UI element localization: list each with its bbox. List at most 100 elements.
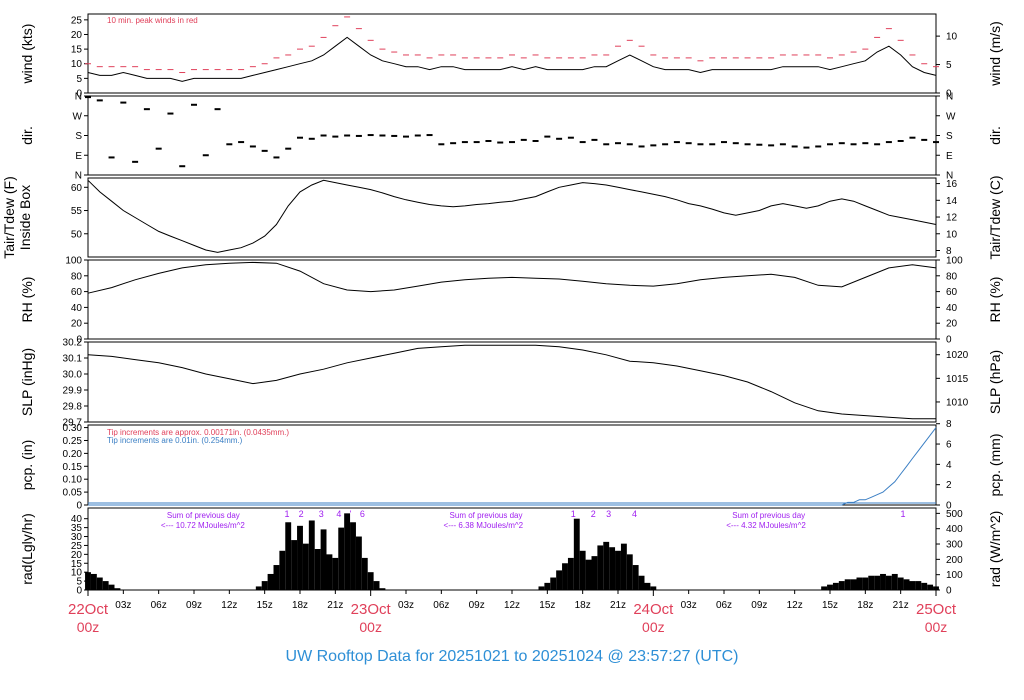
right-tick-label: 0	[946, 501, 952, 512]
x-time-label: 00z	[642, 619, 665, 635]
left-tick-label: N	[75, 171, 82, 182]
rad-bar	[367, 572, 374, 590]
annotation-text: 10 min. peak winds in red	[107, 16, 198, 25]
rad-sum-label: Sum of previous day	[167, 511, 240, 520]
rad-bar	[644, 582, 651, 590]
rad-bar	[355, 536, 362, 590]
right-tick-label: 10	[946, 229, 958, 240]
series-line-Tair	[87, 179, 937, 253]
x-tick-label: 12z	[221, 600, 237, 611]
x-tick-label: 06z	[151, 600, 167, 611]
left-tick-label: 10	[71, 59, 83, 70]
left-tick-label: 10	[71, 568, 83, 579]
rad-bar	[550, 577, 557, 590]
left-tick-label: 100	[65, 256, 82, 267]
left-tick-label: 5	[76, 577, 82, 588]
rad-bar	[379, 588, 386, 590]
right-tick-label: 0	[946, 335, 952, 346]
x-tick-label: 12z	[787, 600, 803, 611]
rad-bar	[909, 581, 916, 590]
x-date-label: 25Oct	[916, 601, 957, 618]
right-tick-label: 400	[946, 524, 963, 535]
right-tick-label: 2	[946, 480, 952, 491]
rad-bar	[609, 547, 616, 590]
rad-marker: 1	[901, 509, 906, 519]
left-tick-label: 0.20	[63, 449, 83, 460]
x-tick-label: 09z	[469, 600, 485, 611]
rad-marker: 3	[319, 509, 324, 519]
right-tick-label: 14	[946, 196, 958, 207]
right-tick-label: 12	[946, 213, 958, 224]
x-time-label: 00z	[925, 619, 948, 635]
rad-bar	[921, 582, 928, 590]
rad-bar	[350, 522, 356, 590]
left-axis-label: Inside Box	[17, 185, 33, 250]
left-tick-label: 20	[71, 550, 83, 561]
right-tick-label: 8	[946, 246, 952, 257]
rad-marker: '	[350, 509, 352, 519]
right-tick-label: 1010	[946, 397, 969, 408]
panel-frame	[87, 13, 937, 94]
left-tick-label: 0.05	[63, 488, 83, 499]
panel-frame	[87, 177, 937, 258]
series-line-RH	[87, 261, 937, 294]
left-tick-label: 30.2	[63, 338, 83, 349]
x-tick-label: 06z	[716, 600, 732, 611]
right-tick-label: 40	[946, 303, 958, 314]
x-tick-label: 03z	[681, 600, 697, 611]
left-tick-label: 0.30	[63, 423, 83, 434]
rad-sum-value: <--- 10.72 MJoules/m^2	[161, 521, 246, 530]
rad-bar	[603, 541, 610, 590]
right-tick-label: 20	[946, 319, 958, 330]
left-tick-label: 35	[71, 523, 83, 534]
rad-bar	[620, 543, 627, 590]
rad-bar	[314, 549, 321, 590]
right-tick-label: 0	[946, 586, 952, 597]
rad-bar	[562, 563, 568, 590]
rad-bar	[108, 584, 115, 590]
right-tick-label: 5	[946, 60, 952, 71]
left-tick-label: 80	[71, 271, 83, 282]
rad-bar	[538, 586, 545, 590]
left-tick-label: 60	[71, 183, 83, 194]
left-tick-label: S	[75, 131, 82, 142]
right-tick-label: E	[946, 151, 953, 162]
rad-bar	[320, 529, 327, 590]
rad-bar	[838, 581, 845, 590]
x-tick-label: 09z	[186, 600, 202, 611]
rad-bar	[261, 581, 268, 590]
x-tick-label: 21z	[893, 600, 909, 611]
x-tick-label: 15z	[539, 600, 555, 611]
left-axis-label: SLP (inHg)	[19, 348, 35, 416]
rad-bar	[332, 557, 339, 590]
rad-bar	[597, 545, 604, 590]
right-axis-label: SLP (hPa)	[987, 350, 1003, 414]
left-tick-label: E	[75, 151, 82, 162]
rad-bar	[827, 584, 833, 590]
rad-sum-value: <--- 4.32 MJoules/m^2	[726, 521, 806, 530]
left-tick-label: 0	[76, 335, 82, 346]
rad-bar	[326, 554, 333, 590]
rad-marker: 2	[299, 509, 304, 519]
x-tick-label: 09z	[751, 600, 767, 611]
rad-bar	[903, 579, 910, 590]
chart-title: UW Rooftop Data for 20251021 to 20251024…	[285, 648, 739, 665]
rad-sum-label: Sum of previous day	[450, 511, 523, 520]
rad-bar	[267, 573, 274, 590]
x-tick-label: 15z	[257, 600, 273, 611]
left-tick-label: 20	[71, 30, 83, 41]
rad-bar	[338, 527, 345, 590]
x-tick-label: 18z	[857, 600, 873, 611]
rad-bar	[302, 543, 309, 590]
rad-bar	[273, 565, 280, 590]
annotation-blue: Tip increments are 0.01in. (0.254mm.)	[107, 436, 243, 445]
left-axis-label: pcp. (in)	[19, 440, 35, 491]
left-tick-label: 0.10	[63, 475, 83, 486]
panel-frame	[87, 341, 937, 423]
rad-bar	[591, 556, 598, 590]
right-axis-label: RH (%)	[987, 277, 1003, 323]
right-tick-label: 0	[946, 89, 952, 100]
right-tick-label: 16	[946, 179, 958, 190]
left-tick-label: 0.15	[63, 462, 83, 473]
